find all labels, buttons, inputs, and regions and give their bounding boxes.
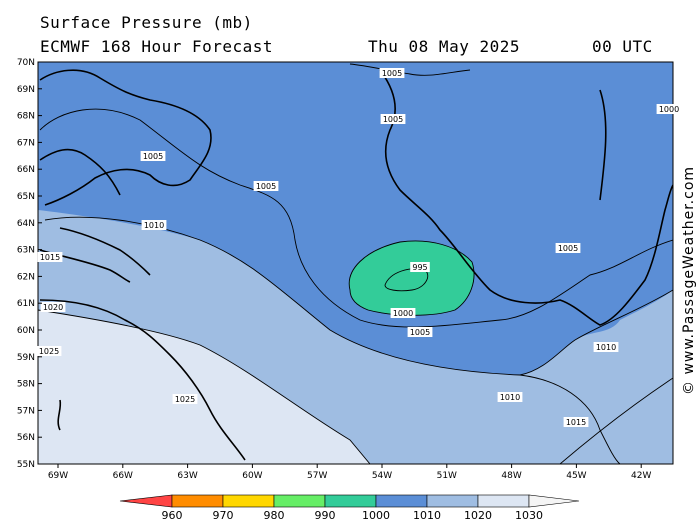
forecast-time: 00 UTC [592,37,653,56]
isobar-label: 1005 [382,69,402,78]
isobar-label: 1025 [39,347,59,356]
isobar-label-bg [140,151,166,161]
isobar-label-bg [253,181,279,191]
lon-label: 48W [501,471,521,481]
isobar-label: 1010 [596,343,616,352]
map-frame [37,61,674,465]
legend-swatch [477,494,530,508]
lon-label: 42W [631,471,651,481]
isobar-label-bg [172,394,198,404]
legend-swatch [273,494,326,508]
isobar-label-bg [380,114,406,124]
lat-label: 66N [17,165,35,175]
legend-swatch [375,494,428,508]
isobar-label-bg [40,302,66,312]
isobar-label: 1015 [40,253,60,262]
lon-label: 60W [242,471,262,481]
coastlines [39,69,673,461]
lat-label: 55N [17,460,35,470]
pressure-fill [38,62,673,464]
isobar-label: 1005 [410,328,430,337]
lat-label: 70N [17,58,35,68]
isobar-label-bg [656,104,682,114]
band-990-1000 [349,240,475,316]
legend-label: 960 [162,509,183,522]
isobar-label-bg [593,342,619,352]
isobar-label: 1000 [659,105,679,114]
isobar-label-bg [407,327,433,337]
isobar-label: 1010 [500,393,520,402]
legend-swatch [222,494,275,508]
model-forecast-label: ECMWF 168 Hour Forecast [40,37,274,56]
lat-label: 69N [17,85,35,95]
legend-swatch [171,494,224,508]
isobar-label-bg [141,220,167,230]
isobar-label-bg [555,243,581,253]
lon-label: 45W [566,471,586,481]
isobar-label: 1005 [383,115,403,124]
isobar-label: 995 [412,263,427,272]
legend-label: 1000 [362,509,390,522]
isobar-label-bg [410,262,430,272]
longitude-axis: 69W 66W 63W 60W 57W 54W 51W 48W 45W 42W [48,464,651,481]
isobar-lines [38,63,673,464]
chart-title: Surface Pressure (mb) [40,13,253,32]
legend-label: 990 [315,509,336,522]
lat-label: 60N [17,326,35,336]
legend-label: 1030 [515,509,543,522]
band-1020-1030 [38,310,370,464]
lat-label: 58N [17,380,35,390]
pressure-legend: 960 970 980 990 1000 1010 1020 1030 [119,494,580,522]
isobar-label: 1015 [566,418,586,427]
lon-label: 51W [437,471,457,481]
lat-label: 61N [17,299,35,309]
isobar-label-bg [36,346,62,356]
lat-label: 64N [17,219,35,229]
lat-label: 67N [17,138,35,148]
credit-watermark: © www.PassageWeather.com [681,166,697,395]
isobar-labels: 1005 1005 1005 1005 1010 1015 1020 1025 1025 995 1… [36,68,682,427]
forecast-date: Thu 08 May 2025 [368,37,520,56]
isobar-label-bg [37,252,63,262]
lat-label: 56N [17,433,35,443]
lon-label: 69W [48,471,68,481]
legend-label: 1020 [464,509,492,522]
isobar-label: 1000 [393,309,413,318]
lat-label: 63N [17,246,35,256]
isobar-label: 1025 [175,395,195,404]
lat-label: 57N [17,406,35,416]
lon-label: 63W [177,471,197,481]
isobar-label: 1005 [143,152,163,161]
isobar-label-bg [563,417,589,427]
lon-label: 66W [113,471,133,481]
lon-label: 57W [307,471,327,481]
isobar-label-bg [379,68,405,78]
isobar-label-bg [497,392,523,402]
lat-label: 62N [17,272,35,282]
legend-label: 970 [213,509,234,522]
credit-text: © www.PassageWeather.com [681,166,697,395]
legend-label: 980 [264,509,285,522]
lat-label: 65N [17,192,35,202]
legend-swatch [426,494,479,508]
lat-label: 68N [17,112,35,122]
isobar-label: 1010 [144,221,164,230]
legend-label: 1010 [413,509,441,522]
legend-swatch [324,494,377,508]
isobar-label: 1020 [43,303,63,312]
latitude-axis: 70N 69N 68N 67N 66N 65N 64N 63N 62N 61N 60N 59N 58N 5… [17,58,42,470]
lon-label: 54W [372,471,392,481]
legend-arrow-high [528,494,580,508]
isobar-label: 1005 [558,244,578,253]
lat-label: 59N [17,353,35,363]
isobar-label-bg [390,308,416,318]
isobar-label: 1005 [256,182,276,191]
legend-arrow-low [119,494,173,508]
